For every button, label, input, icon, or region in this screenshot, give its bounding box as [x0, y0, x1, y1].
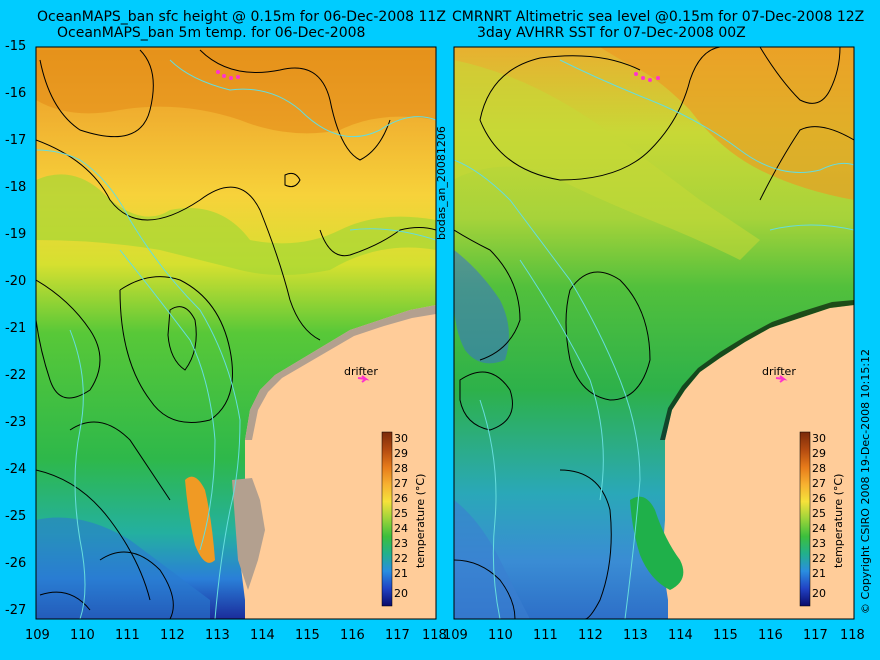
colorbar-tick: 28 [812, 462, 826, 475]
y-tick-label: -17 [5, 133, 27, 148]
coastal-shelf-south [232, 478, 265, 590]
y-tick-label: -26 [5, 556, 27, 571]
colorbar-label: temperature (°C) [832, 474, 845, 568]
drifter-marker [775, 375, 788, 383]
y-tick-label: -16 [5, 86, 27, 101]
x-tick-label: 118 [422, 628, 447, 643]
x-tick-label: 117 [385, 628, 410, 643]
colorbar-tick: 24 [812, 522, 826, 535]
y-tick-label: -27 [5, 603, 27, 618]
colorbar-tick: 21 [812, 567, 826, 580]
right-map-frame [453, 46, 855, 620]
x-tick-label: 111 [533, 628, 558, 643]
left-title-line2: OceanMAPS_ban 5m temp. for 06-Dec-2008 [57, 25, 366, 41]
y-tick-label: -22 [5, 368, 27, 383]
colorbar-tick: 25 [812, 507, 826, 520]
colorbar-tick: 24 [394, 522, 408, 535]
y-tick-label: -15 [5, 39, 27, 54]
colorbar-tick: 26 [812, 492, 826, 505]
drifter-label: drifter [762, 365, 796, 378]
colorbar-tick: 20 [394, 587, 408, 600]
x-tick-label: 115 [713, 628, 738, 643]
left-title-line1: OceanMAPS_ban sfc height @ 0.15m for 06-… [37, 9, 446, 25]
colorbar-tick: 29 [394, 447, 408, 460]
drifter-track-north [216, 70, 240, 80]
drifter-track-north [634, 72, 660, 82]
isobath-lines [36, 59, 436, 619]
x-tick-label: 109 [443, 628, 468, 643]
y-tick-label: -19 [5, 227, 27, 242]
warm-band [36, 174, 436, 275]
y-tick-label: -25 [5, 509, 27, 524]
colorbar-tick: 26 [394, 492, 408, 505]
x-tick-label: 116 [340, 628, 365, 643]
colorbar-tick: 23 [394, 537, 408, 550]
colorbar-ramp [799, 431, 811, 607]
left-map: drifter [36, 47, 436, 619]
right-title-line1: CMRNRT Altimetric sea level @0.15m for 0… [452, 9, 865, 25]
hot-band [600, 47, 854, 200]
colorbar-tick: 21 [394, 567, 408, 580]
x-tick-label: 114 [250, 628, 275, 643]
coastal-shelf [245, 305, 436, 440]
right-colorbar: 30 29 28 27 26 25 24 23 22 21 20 tempera… [799, 431, 845, 607]
colorbar-tick: 30 [394, 432, 408, 445]
left-map-frame [35, 46, 437, 620]
hot-band [36, 50, 436, 134]
colorbar-tick: 22 [394, 552, 408, 565]
colorbar-tick: 29 [812, 447, 826, 460]
coastline [660, 300, 854, 440]
x-tick-label: 112 [160, 628, 185, 643]
coastal-strip [630, 496, 684, 590]
x-tick-label: 113 [205, 628, 230, 643]
x-tick-label: 114 [668, 628, 693, 643]
cool-band [454, 500, 530, 619]
colorbar-tick: 27 [394, 477, 408, 490]
drifter-marker [357, 375, 370, 383]
colorbar-tick: 30 [812, 432, 826, 445]
colorbar-tick: 23 [812, 537, 826, 550]
x-tick-label: 110 [488, 628, 513, 643]
x-tick-label: 115 [295, 628, 320, 643]
colorbar-tick: 22 [812, 552, 826, 565]
isobath-lines [454, 59, 854, 619]
colorbar-tick: 28 [394, 462, 408, 475]
warm-band [454, 60, 760, 260]
drifter-label: drifter [344, 365, 378, 378]
x-tick-label: 110 [70, 628, 95, 643]
right-map: drifter [454, 47, 854, 619]
y-tick-label: -23 [5, 415, 27, 430]
colorbar-tick: 27 [812, 477, 826, 490]
left-colorbar: 30 29 28 27 26 25 24 23 22 21 20 tempera… [381, 431, 427, 607]
height-contours [36, 49, 436, 619]
colorbar-tick: 20 [812, 587, 826, 600]
x-tick-label: 112 [578, 628, 603, 643]
x-tick-label: 116 [758, 628, 783, 643]
warm-filament [185, 476, 215, 563]
x-tick-label: 113 [623, 628, 648, 643]
cool-band [36, 517, 210, 619]
y-tick-label: -18 [5, 180, 27, 195]
cool-patch [454, 250, 509, 364]
y-tick-label: -21 [5, 321, 27, 336]
right-title-line2: 3day AVHRR SST for 07-Dec-2008 00Z [477, 25, 746, 41]
y-tick-label: -20 [5, 274, 27, 289]
y-tick-label: -24 [5, 462, 27, 477]
colorbar-label: temperature (°C) [414, 474, 427, 568]
colorbar-ramp [381, 431, 393, 607]
x-tick-label: 109 [25, 628, 50, 643]
colorbar-tick: 25 [394, 507, 408, 520]
x-tick-label: 117 [803, 628, 828, 643]
x-tick-label: 118 [840, 628, 865, 643]
x-tick-label: 111 [115, 628, 140, 643]
sea-level-contours [454, 47, 854, 619]
